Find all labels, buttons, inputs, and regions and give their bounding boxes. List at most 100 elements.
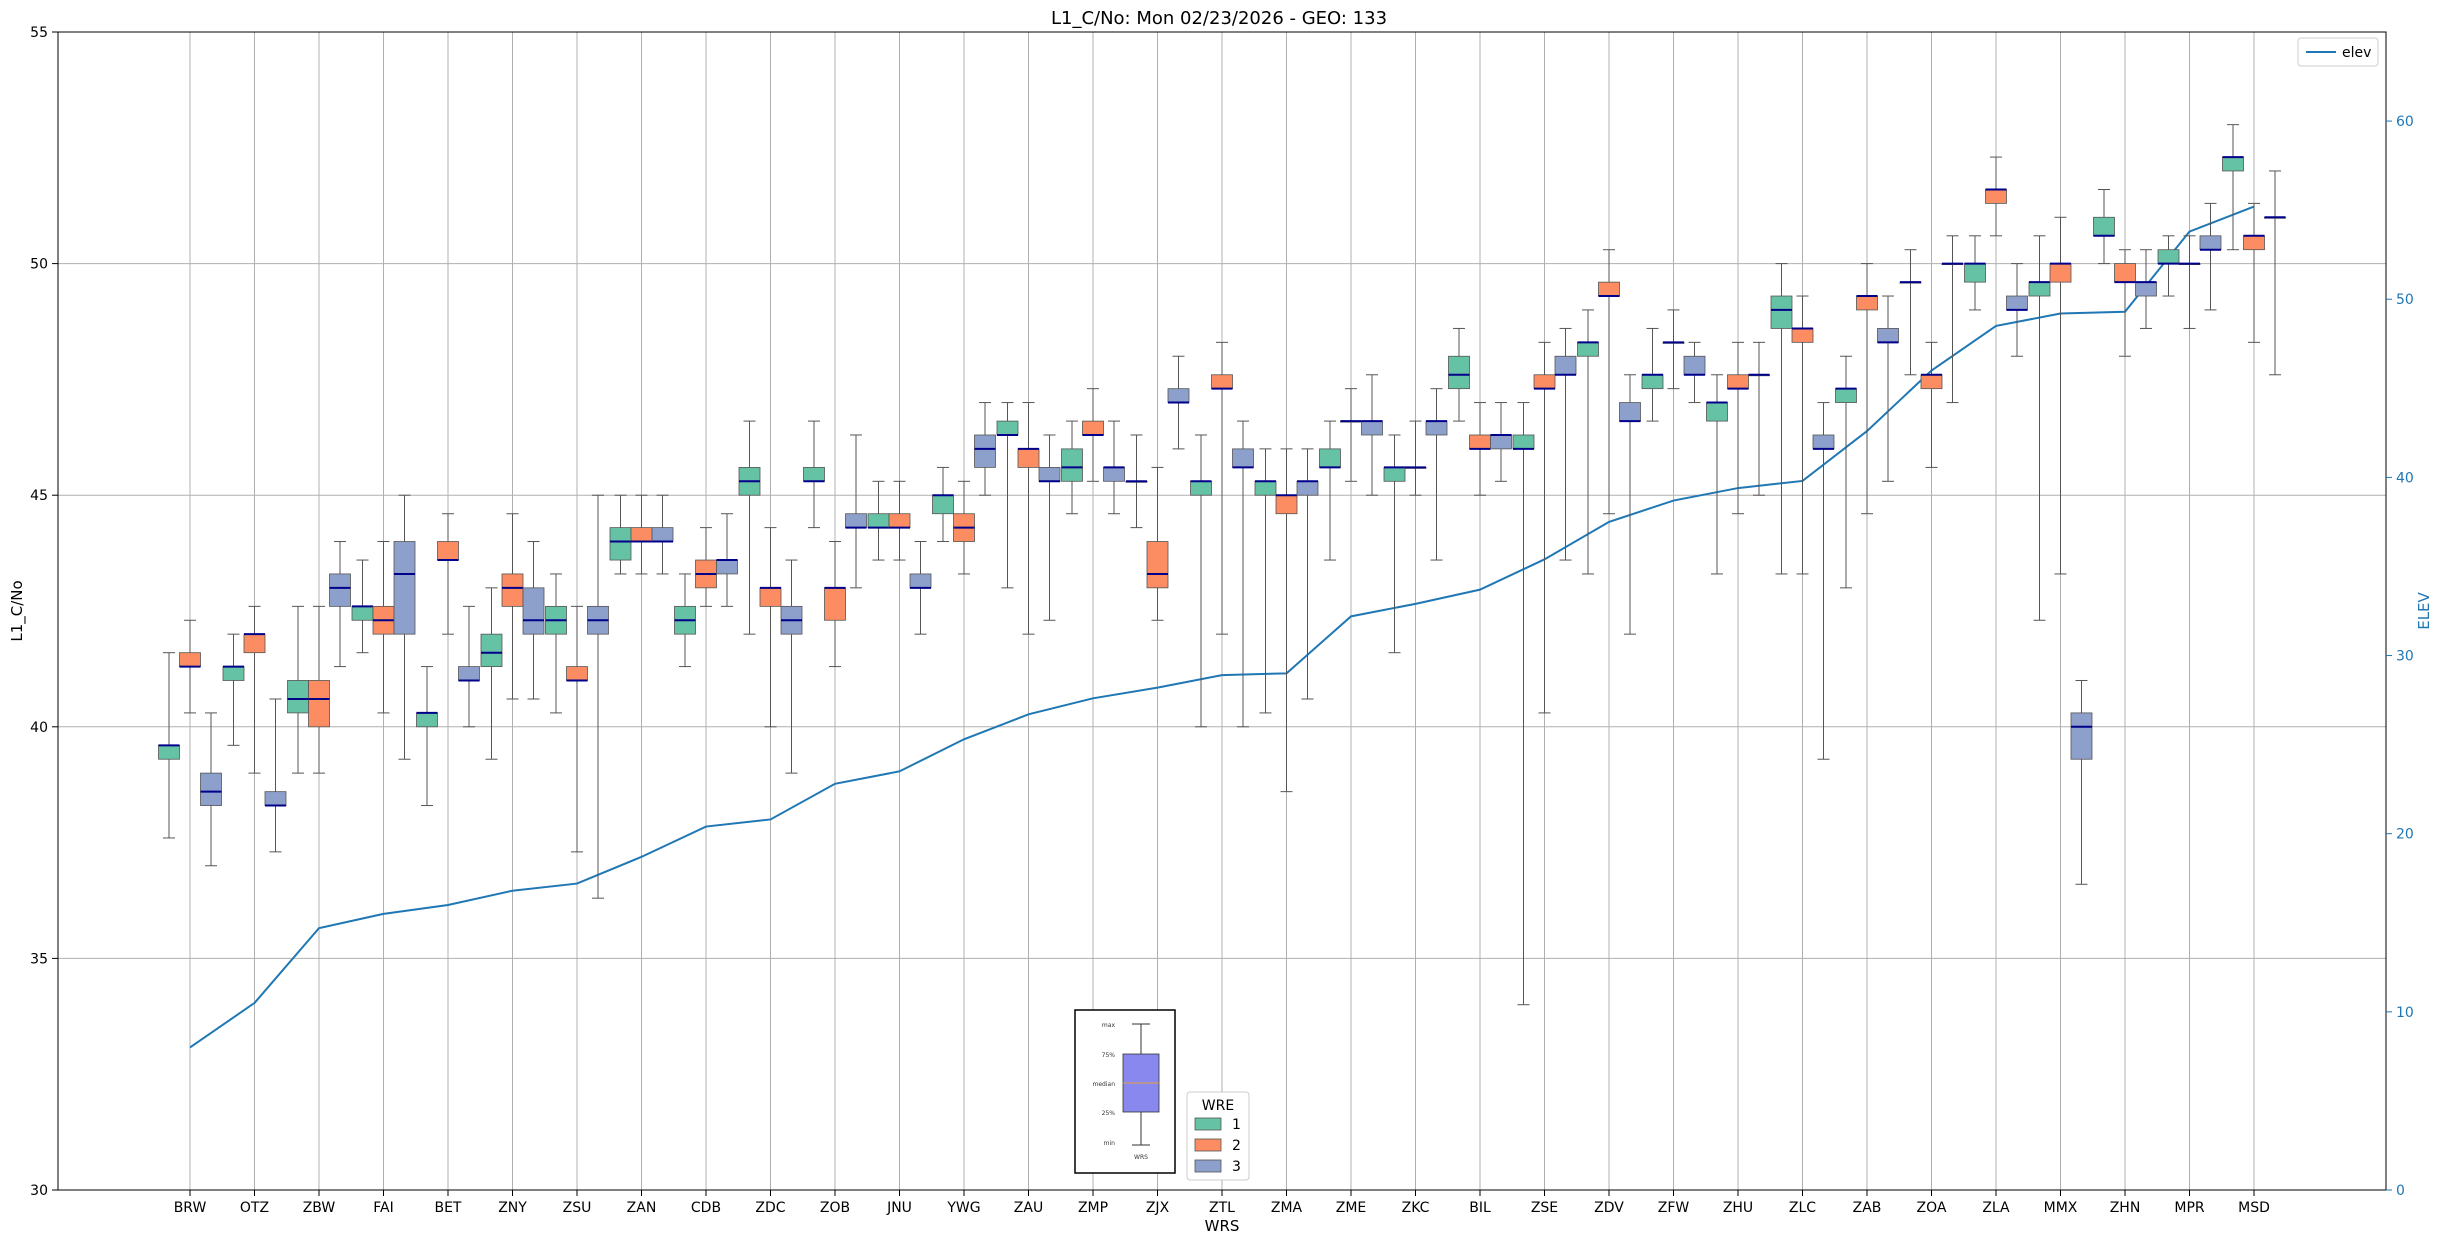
elev-legend: elev xyxy=(2297,37,2379,67)
box-BIL-wre1 xyxy=(1448,327,1470,422)
box-ZAB-wre1 xyxy=(1835,355,1857,589)
box-iqr xyxy=(1920,374,1943,390)
x-tick-label: ZLC xyxy=(1789,1200,1816,1216)
box-ZFW-wre1 xyxy=(1641,327,1664,422)
box-iqr xyxy=(1190,480,1212,496)
box-iqr xyxy=(1448,355,1470,390)
x-tick-label: JNU xyxy=(886,1200,912,1216)
box-iqr xyxy=(1383,467,1406,482)
box-ZSU-wre2 xyxy=(566,605,588,853)
box-ZBW-wre2 xyxy=(308,605,330,774)
box-JNU-wre2 xyxy=(888,480,911,561)
box-iqr xyxy=(2049,263,2072,283)
box-iqr xyxy=(1038,467,1061,482)
box-iqr xyxy=(1985,189,2007,204)
box-iqr xyxy=(824,587,846,621)
y-tick-label: 35 xyxy=(30,951,48,967)
box-iqr xyxy=(1856,295,1878,311)
right-y-tick-label: 40 xyxy=(2396,470,2414,486)
box-iqr xyxy=(200,772,222,806)
x-tick-label: ZMA xyxy=(1271,1200,1303,1216)
box-CDB-wre2 xyxy=(695,527,717,607)
box-iqr xyxy=(1835,388,1857,403)
right-y-tick-label: 50 xyxy=(2396,292,2414,308)
box-ZMA-wre2 xyxy=(1275,448,1298,793)
box-ZLA-wre3 xyxy=(2006,263,2028,357)
x-tick-label: BRW xyxy=(174,1200,207,1216)
box-iqr xyxy=(1061,448,1083,482)
box-iqr xyxy=(1554,355,1577,376)
box-iqr xyxy=(609,527,632,561)
right-y-tick-label: 30 xyxy=(2396,649,2414,665)
right-y-axis-label: ELEV xyxy=(2415,591,2433,629)
x-axis-label: WRS xyxy=(1205,1217,1240,1235)
box-iqr xyxy=(1683,355,1706,376)
box-iqr xyxy=(845,513,867,529)
box-ZAU-wre1 xyxy=(996,402,1019,589)
box-MSD-wre2 xyxy=(2243,202,2265,343)
box-ZHN-wre2 xyxy=(2114,249,2136,357)
box-ZSU-wre3 xyxy=(587,494,609,899)
elevation-layer xyxy=(189,205,2255,1049)
x-tick-label: MMX xyxy=(2044,1200,2078,1216)
x-tick-label: BET xyxy=(434,1200,461,1216)
wre-legend: WRE 1 2 3 xyxy=(1186,1091,1250,1181)
x-tick-label: ZLA xyxy=(1982,1200,2010,1216)
y-tick-label: 30 xyxy=(30,1183,48,1199)
box-iqr xyxy=(1791,328,1814,343)
box-iqr xyxy=(1275,494,1298,515)
box-ZOB-wre2 xyxy=(824,541,846,668)
inset-label-min: min xyxy=(1104,1140,1116,1147)
inset-label-max: max xyxy=(1102,1022,1116,1029)
box-ZSE-wre2 xyxy=(1533,341,1556,714)
right-y-tick-label: 60 xyxy=(2396,114,2414,130)
inset-label-q1: 25% xyxy=(1102,1110,1116,1117)
box-JNU-wre3 xyxy=(909,541,932,635)
wre-legend-swatch-2 xyxy=(1194,1138,1222,1152)
box-ZAN-wre3 xyxy=(651,494,674,575)
box-iqr xyxy=(909,573,932,589)
box-iqr xyxy=(2243,235,2265,251)
x-tick-label: ZSE xyxy=(1531,1200,1558,1216)
box-ZKC-wre2 xyxy=(1404,420,1427,496)
x-tick-label: MSD xyxy=(2238,1200,2270,1216)
box-CDB-wre1 xyxy=(674,573,696,668)
right-y-tick-label: 0 xyxy=(2396,1183,2405,1199)
box-iqr xyxy=(2070,712,2093,760)
wre-legend-label-3: 3 xyxy=(1232,1159,1241,1175)
inset-xlabel: WRS xyxy=(1134,1154,1148,1161)
box-iqr xyxy=(308,680,330,728)
box-iqr xyxy=(1619,402,1641,422)
box-MPR-wre3 xyxy=(2199,202,2222,311)
box-iqr xyxy=(1577,341,1599,357)
x-tick-label: ZJX xyxy=(1146,1200,1170,1216)
box-iqr xyxy=(867,513,890,529)
x-tick-label: ZFW xyxy=(1658,1200,1690,1216)
box-iqr xyxy=(329,573,351,607)
box-iqr xyxy=(716,559,738,575)
x-tick-label: FAI xyxy=(373,1200,393,1216)
box-iqr xyxy=(1877,328,1899,343)
box-MSD-wre3 xyxy=(2264,170,2286,376)
box-BRW-wre3 xyxy=(200,712,222,867)
x-tick-label: BIL xyxy=(1469,1200,1491,1216)
x-tick-label: ZTL xyxy=(1209,1200,1235,1216)
chart-title: L1_C/No: Mon 02/23/2026 - GEO: 133 xyxy=(1051,8,1387,29)
x-tick-label: ZOA xyxy=(1917,1200,1947,1216)
box-iqr xyxy=(630,527,653,542)
box-ZJX-wre3 xyxy=(1167,355,1190,450)
box-JNU-wre1 xyxy=(867,480,890,561)
box-iqr xyxy=(1425,420,1448,436)
x-tick-label: ZNY xyxy=(498,1200,527,1216)
x-tick-label: YWG xyxy=(946,1200,980,1216)
box-iqr xyxy=(566,666,588,681)
box-ZMA-wre3 xyxy=(1296,448,1319,700)
box-BRW-wre2 xyxy=(179,619,201,714)
box-MPR-wre2 xyxy=(2178,235,2201,329)
box-ZDC-wre2 xyxy=(759,527,782,728)
box-iqr xyxy=(243,633,266,654)
box-iqr xyxy=(974,434,996,468)
box-OTZ-wre3 xyxy=(264,698,287,853)
box-iqr xyxy=(651,527,674,542)
box-iqr xyxy=(458,666,480,681)
